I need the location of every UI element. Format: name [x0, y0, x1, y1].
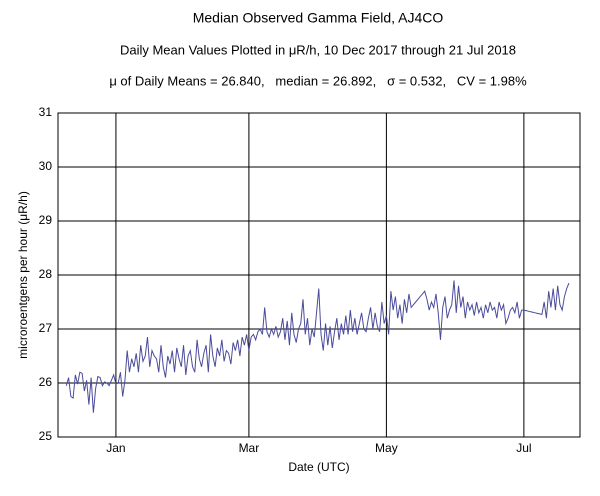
data-line: [65, 280, 570, 413]
x-tick-label: Mar: [239, 441, 260, 455]
y-tick-label: 30: [39, 159, 53, 173]
y-tick-label: 29: [39, 213, 53, 227]
chart-title: Median Observed Gamma Field, AJ4CO: [193, 10, 444, 26]
y-tick-label: 27: [39, 321, 53, 335]
y-tick-label: 25: [39, 429, 53, 443]
y-tick-label: 26: [39, 375, 53, 389]
chart-subtitle: Daily Mean Values Plotted in μR/h, 10 De…: [120, 42, 516, 57]
y-tick-label: 31: [39, 105, 53, 119]
plot-frame: [57, 112, 581, 438]
x-tick-label: Jul: [516, 441, 531, 455]
x-axis-label: Date (UTC): [288, 460, 349, 474]
y-axis-label: microroentgens per hour (μR/h): [16, 191, 30, 359]
y-tick-label: 28: [39, 267, 53, 281]
stats-annotation: μ of Daily Means = 26.840, median = 26.8…: [109, 73, 527, 88]
x-tick-label: Jan: [106, 441, 125, 455]
x-tick-label: May: [375, 441, 398, 455]
